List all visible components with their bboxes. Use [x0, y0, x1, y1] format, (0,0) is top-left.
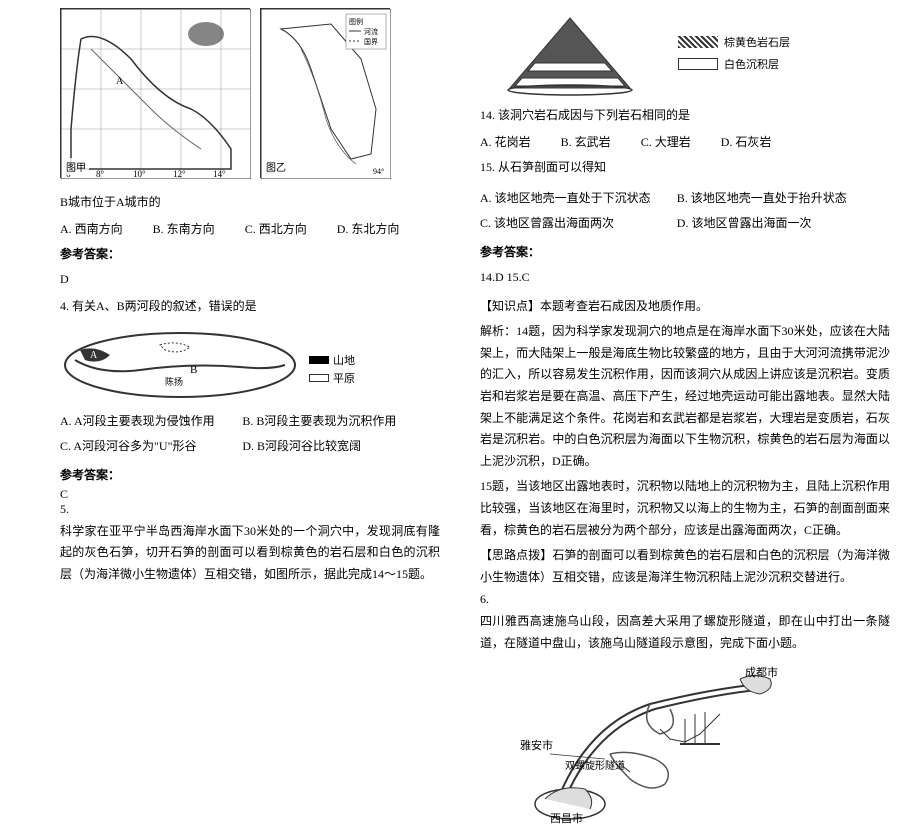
q15-c: C. 该地区曾露出海面两次 [480, 214, 677, 231]
map-2: 图例 河流 国界 94° 90° 图乙 [260, 8, 390, 178]
q4-stem: 4. 有关A、B两河段的叙述，错误的是 [60, 297, 440, 316]
q-b-options: A. 西南方向 B. 东南方向 C. 西北方向 D. 东北方向 [60, 220, 440, 237]
label-xichang: 西昌市 [550, 811, 583, 824]
svg-text:A: A [90, 350, 98, 361]
stalagmite-figure: 棕黄色岩石层 白色沉积层 [480, 13, 660, 98]
map2-label: 图乙 [263, 158, 289, 175]
opt-a: A. 西南方向 [60, 220, 123, 237]
maps-figure: A 6° 8° 10° 12° 14° 图甲 图例 [60, 8, 440, 178]
q14-options: A. 花岗岩 B. 玄武岩 C. 大理岩 D. 石灰岩 [480, 133, 890, 150]
q4-opt-b: B. B河段主要表现为沉积作用 [242, 412, 424, 429]
q15-a: A. 该地区地壳一直处于下沉状态 [480, 189, 677, 206]
legend-white: 白色沉积层 [724, 56, 779, 72]
answer-label: 参考答案： [60, 245, 440, 262]
svg-text:B: B [190, 364, 197, 376]
q15-b: B. 该地区地壳一直处于抬升状态 [677, 189, 874, 206]
map1-label: 图甲 [63, 158, 89, 175]
svg-text:图例: 图例 [349, 17, 363, 26]
q14-stem: 14. 该洞穴岩石成因与下列岩石相同的是 [480, 106, 890, 125]
q4-opt-c: C. A河段河谷多为"U"形谷 [60, 437, 242, 454]
q14-a: A. 花岗岩 [480, 133, 531, 150]
analysis-15: 15题，当该地区出露地表时，沉积物以陆地上的沉积物为主，且陆上沉积作用比较强，当… [480, 476, 890, 541]
q14-c: C. 大理岩 [641, 133, 691, 150]
label-tunnel: 双螺旋形隧道 [565, 759, 625, 772]
svg-text:12°: 12° [173, 169, 186, 179]
svg-text:国界: 国界 [364, 38, 378, 46]
label-yaan: 雅安市 [520, 738, 553, 752]
opt-c: C. 西北方向 [245, 220, 307, 237]
answer-d: D [60, 270, 440, 289]
question-b-city: B城市位于A城市的 [60, 193, 440, 212]
svg-text:14°: 14° [213, 169, 226, 179]
tunnel-figure: 成都市 雅安市 西昌市 双螺旋形隧道 [510, 664, 790, 824]
answer-label-3: 参考答案： [480, 243, 890, 260]
svg-text:陈扬: 陈扬 [165, 376, 183, 387]
legend-brown: 棕黄色岩石层 [724, 34, 790, 50]
knowledge-point: 【知识点】本题考查岩石成因及地质作用。 [480, 296, 890, 318]
svg-text:94°: 94° [373, 167, 384, 176]
ans-1415: 14.D 15.C [480, 268, 890, 287]
q14-b: B. 玄武岩 [561, 133, 611, 150]
opt-d: D. 东北方向 [337, 220, 400, 237]
answer-label-2: 参考答案： [60, 466, 440, 483]
q5-text: 科学家在亚平宁半岛西海岸水面下30米处的一个洞穴中，发现洞底有隆起的灰色石笋，切… [60, 521, 440, 586]
q4-options: A. A河段主要表现为侵蚀作用 B. B河段主要表现为沉积作用 C. A河段河谷… [60, 408, 440, 458]
answer-c: C [60, 487, 440, 502]
q14-d: D. 石灰岩 [721, 133, 772, 150]
q5-num: 5. [60, 502, 440, 517]
q15-d: D. 该地区曾露出海面一次 [677, 214, 874, 231]
legend-plain: 平原 [333, 370, 355, 386]
stalagmite-legend: 棕黄色岩石层 白色沉积层 [678, 28, 790, 78]
hint: 【思路点拨】石笋的剖面可以看到棕黄色的岩石层和白色的沉积层（为海洋微小生物遗体）… [480, 545, 890, 588]
legend-mountain: 山地 [333, 352, 355, 368]
q15-options: A. 该地区地壳一直处于下沉状态 B. 该地区地壳一直处于抬升状态 C. 该地区… [480, 185, 890, 235]
map-1: A 6° 8° 10° 12° 14° 图甲 [60, 8, 250, 178]
svg-text:8°: 8° [96, 169, 105, 179]
q4-opt-a: A. A河段主要表现为侵蚀作用 [60, 412, 242, 429]
analysis-14: 解析：14题，因为科学家发现洞穴的地点是在海岸水面下30米处，应该在大陆架上，而… [480, 321, 890, 472]
q6-text: 四川雅西高速施乌山段，因高差大采用了螺旋形隧道，即在山中打出一条隧道，在隧道中盘… [480, 611, 890, 654]
q6-num: 6. [480, 592, 890, 607]
q4-opt-d: D. B河段河谷比较宽阔 [242, 437, 424, 454]
label-chengdu: 成都市 [745, 665, 778, 679]
svg-text:A: A [116, 76, 124, 87]
opt-b: B. 东南方向 [153, 220, 215, 237]
svg-text:10°: 10° [133, 169, 146, 179]
river-figure: A B 陈扬 山地 平原 [60, 325, 310, 400]
q15-stem: 15. 从石笋剖面可以得知 [480, 158, 890, 177]
river-legend: 山地 平原 [309, 350, 355, 388]
svg-text:河流: 河流 [364, 27, 378, 36]
